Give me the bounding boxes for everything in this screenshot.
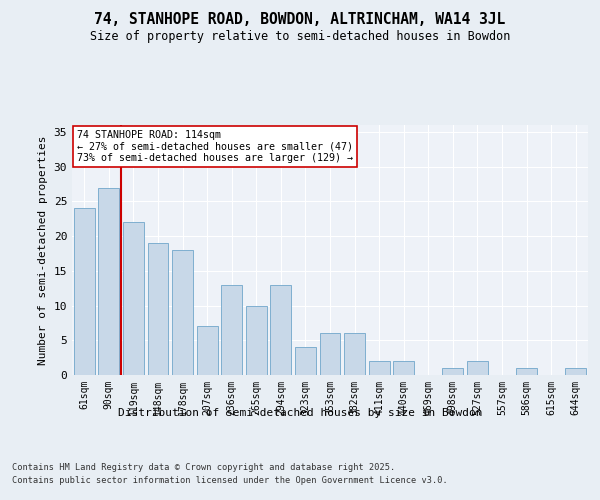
Bar (221, 284, 242, 375)
Bar (442, 368, 463, 375)
Bar (148, 243, 169, 375)
Bar (344, 334, 365, 375)
Y-axis label: Number of semi-detached properties: Number of semi-detached properties (38, 135, 48, 365)
Bar (197, 326, 218, 375)
Bar (246, 306, 267, 375)
Text: 74, STANHOPE ROAD, BOWDON, ALTRINCHAM, WA14 3JL: 74, STANHOPE ROAD, BOWDON, ALTRINCHAM, W… (94, 12, 506, 28)
Bar (565, 368, 586, 375)
Text: Contains HM Land Registry data © Crown copyright and database right 2025.: Contains HM Land Registry data © Crown c… (12, 462, 395, 471)
Bar (74, 208, 95, 375)
Bar (368, 361, 389, 375)
Bar (393, 361, 414, 375)
Text: Distribution of semi-detached houses by size in Bowdon: Distribution of semi-detached houses by … (118, 408, 482, 418)
Text: 74 STANHOPE ROAD: 114sqm
← 27% of semi-detached houses are smaller (47)
73% of s: 74 STANHOPE ROAD: 114sqm ← 27% of semi-d… (77, 130, 353, 163)
Bar (467, 361, 488, 375)
Bar (98, 188, 119, 375)
Bar (123, 222, 144, 375)
Bar (172, 250, 193, 375)
Bar (320, 334, 340, 375)
Bar (271, 284, 292, 375)
Text: Size of property relative to semi-detached houses in Bowdon: Size of property relative to semi-detach… (90, 30, 510, 43)
Bar (516, 368, 537, 375)
Text: Contains public sector information licensed under the Open Government Licence v3: Contains public sector information licen… (12, 476, 448, 485)
Bar (295, 347, 316, 375)
